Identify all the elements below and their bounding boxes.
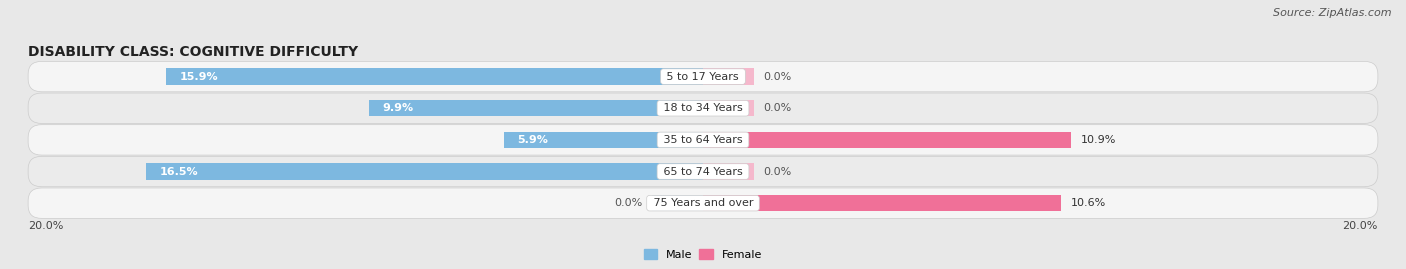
FancyBboxPatch shape <box>28 125 1378 155</box>
Text: 0.0%: 0.0% <box>763 167 792 176</box>
Text: 0.0%: 0.0% <box>763 103 792 113</box>
Legend: Male, Female: Male, Female <box>644 249 762 260</box>
Bar <box>652 195 703 211</box>
Bar <box>703 195 1060 211</box>
FancyBboxPatch shape <box>28 188 1378 218</box>
Text: 15.9%: 15.9% <box>180 72 218 82</box>
Text: 20.0%: 20.0% <box>1343 221 1378 231</box>
Bar <box>166 68 703 85</box>
Bar <box>703 100 754 116</box>
Text: 0.0%: 0.0% <box>614 198 643 208</box>
Text: 75 Years and over: 75 Years and over <box>650 198 756 208</box>
Text: 9.9%: 9.9% <box>382 103 413 113</box>
Text: 35 to 64 Years: 35 to 64 Years <box>659 135 747 145</box>
FancyBboxPatch shape <box>28 156 1378 187</box>
Bar <box>703 163 754 180</box>
FancyBboxPatch shape <box>28 61 1378 92</box>
Text: 65 to 74 Years: 65 to 74 Years <box>659 167 747 176</box>
Bar <box>703 132 1071 148</box>
Bar <box>703 68 754 85</box>
Text: 16.5%: 16.5% <box>160 167 198 176</box>
Bar <box>503 132 703 148</box>
Text: DISABILITY CLASS: COGNITIVE DIFFICULTY: DISABILITY CLASS: COGNITIVE DIFFICULTY <box>28 45 359 59</box>
Text: Source: ZipAtlas.com: Source: ZipAtlas.com <box>1274 8 1392 18</box>
Bar <box>368 100 703 116</box>
Bar <box>146 163 703 180</box>
FancyBboxPatch shape <box>28 93 1378 123</box>
Text: 18 to 34 Years: 18 to 34 Years <box>659 103 747 113</box>
Text: 20.0%: 20.0% <box>28 221 63 231</box>
Text: 5.9%: 5.9% <box>517 135 548 145</box>
Text: 0.0%: 0.0% <box>763 72 792 82</box>
Text: 10.9%: 10.9% <box>1081 135 1116 145</box>
Text: 10.6%: 10.6% <box>1071 198 1107 208</box>
Text: 5 to 17 Years: 5 to 17 Years <box>664 72 742 82</box>
